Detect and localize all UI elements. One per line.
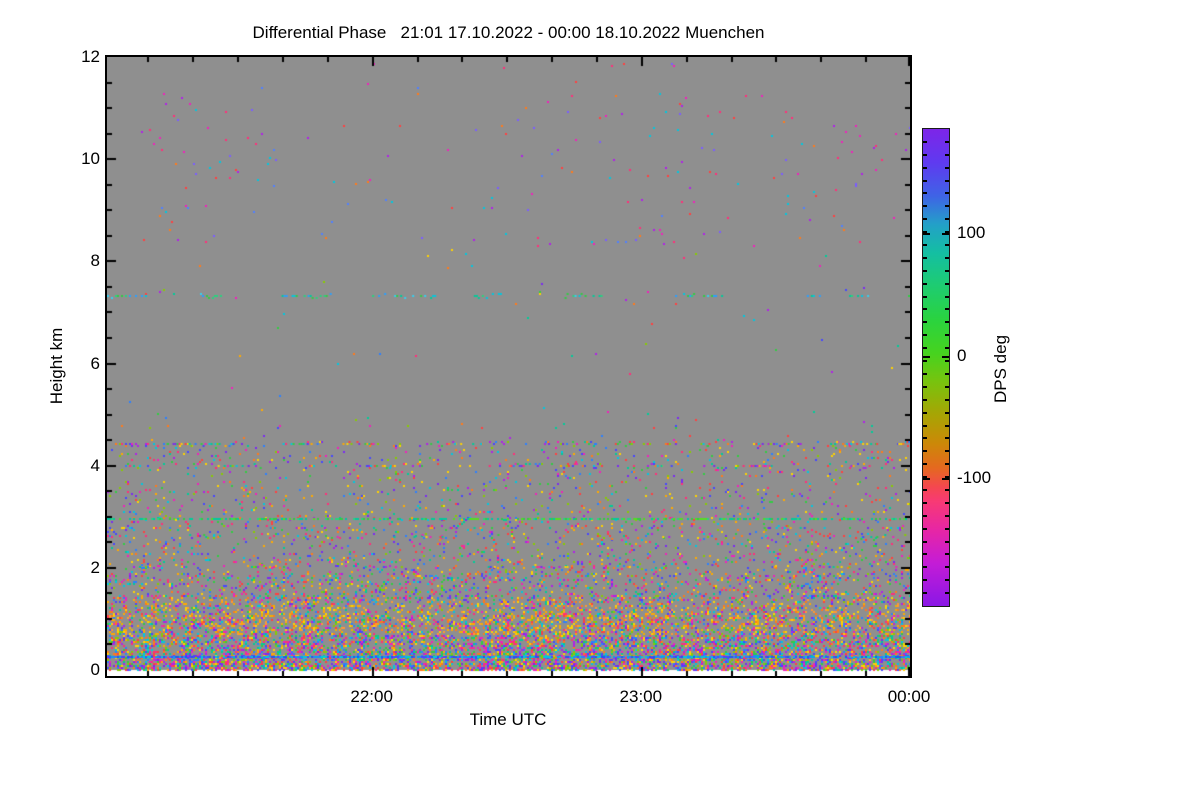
colorbar-minor-tick [923, 283, 927, 285]
colorbar-minor-tick [923, 231, 927, 233]
colorbar-minor-tick [945, 579, 949, 581]
colorbar-major-tick [942, 233, 949, 235]
colorbar-title: DPS deg [991, 334, 1010, 404]
colorbar-minor-tick [923, 399, 927, 401]
colorbar-minor-tick [945, 167, 949, 169]
colorbar-minor-tick [945, 308, 949, 310]
colorbar-minor-tick [945, 192, 949, 194]
colorbar-minor-tick [923, 192, 927, 194]
colorbar [922, 128, 950, 607]
colorbar-minor-tick [945, 296, 949, 298]
y-tick-label: 12 [81, 47, 100, 66]
colorbar-minor-tick [923, 450, 927, 452]
colorbar-minor-tick [923, 167, 927, 169]
colorbar-minor-tick [945, 360, 949, 362]
colorbar-minor-tick [945, 218, 949, 220]
colorbar-minor-tick [923, 321, 927, 323]
colorbar-minor-tick [923, 218, 927, 220]
colorbar-minor-tick [945, 386, 949, 388]
colorbar-major-tick [942, 478, 949, 480]
colorbar-minor-tick [945, 321, 949, 323]
colorbar-tick-label: 0 [957, 345, 967, 365]
colorbar-minor-tick [945, 412, 949, 414]
colorbar-minor-tick [945, 450, 949, 452]
colorbar-minor-tick [945, 373, 949, 375]
x-tick-label: 23:00 [619, 687, 663, 706]
colorbar-minor-tick [945, 283, 949, 285]
colorbar-minor-tick [923, 244, 927, 246]
plot-area [105, 55, 912, 678]
colorbar-minor-tick [945, 180, 949, 182]
colorbar-minor-tick [923, 515, 927, 517]
x-axis-title: Time UTC [469, 710, 547, 729]
x-tick-label: 22:00 [350, 687, 393, 706]
colorbar-minor-tick [923, 296, 927, 298]
colorbar-minor-tick [923, 592, 927, 594]
colorbar-minor-tick [923, 476, 927, 478]
chart-title: Differential Phase 21:01 17.10.2022 - 00… [252, 23, 765, 42]
colorbar-minor-tick [945, 476, 949, 478]
colorbar-minor-tick [923, 566, 927, 568]
colorbar-minor-tick [945, 566, 949, 568]
colorbar-minor-tick [923, 334, 927, 336]
colorbar-minor-tick [945, 205, 949, 207]
colorbar-tick-label: 100 [957, 222, 986, 242]
colorbar-minor-tick [923, 141, 927, 143]
colorbar-minor-tick [923, 528, 927, 530]
colorbar-major-tick [923, 356, 930, 358]
y-tick-label: 2 [90, 557, 100, 577]
colorbar-minor-tick [945, 502, 949, 504]
colorbar-major-tick [942, 356, 949, 358]
colorbar-minor-tick [923, 180, 927, 182]
y-tick-label: 0 [90, 660, 100, 679]
colorbar-minor-tick [945, 425, 949, 427]
colorbar-minor-tick [923, 308, 927, 310]
colorbar-minor-tick [923, 579, 927, 581]
colorbar-minor-tick [945, 347, 949, 349]
colorbar-minor-tick [923, 425, 927, 427]
colorbar-minor-tick [923, 347, 927, 349]
colorbar-major-tick [923, 233, 930, 235]
colorbar-minor-tick [923, 437, 927, 439]
colorbar-minor-tick [923, 541, 927, 543]
y-tick-label: 10 [81, 149, 100, 169]
colorbar-minor-tick [923, 386, 927, 388]
colorbar-minor-tick [945, 553, 949, 555]
colorbar-minor-tick [923, 257, 927, 259]
colorbar-major-tick [923, 478, 930, 480]
x-tick-label: 00:00 [887, 687, 931, 706]
colorbar-minor-tick [945, 463, 949, 465]
colorbar-minor-tick [945, 399, 949, 401]
heatmap-canvas [107, 57, 910, 676]
colorbar-minor-tick [945, 334, 949, 336]
colorbar-minor-tick [923, 373, 927, 375]
colorbar-minor-tick [945, 141, 949, 143]
y-tick-label: 4 [90, 455, 100, 475]
colorbar-minor-tick [945, 592, 949, 594]
y-tick-label: 6 [90, 353, 100, 373]
colorbar-tick-label: -100 [957, 468, 992, 488]
colorbar-minor-tick [923, 205, 927, 207]
colorbar-minor-tick [923, 489, 927, 491]
colorbar-minor-tick [945, 528, 949, 530]
colorbar-minor-tick [945, 154, 949, 156]
colorbar-minor-tick [923, 270, 927, 272]
colorbar-minor-tick [923, 360, 927, 362]
colorbar-minor-tick [945, 257, 949, 259]
colorbar-minor-tick [923, 412, 927, 414]
colorbar-minor-tick [945, 244, 949, 246]
y-tick-label: 8 [90, 251, 100, 271]
colorbar-minor-tick [945, 515, 949, 517]
colorbar-minor-tick [945, 231, 949, 233]
colorbar-minor-tick [945, 489, 949, 491]
colorbar-minor-tick [923, 502, 927, 504]
colorbar-minor-tick [923, 463, 927, 465]
colorbar-minor-tick [945, 270, 949, 272]
colorbar-minor-tick [945, 541, 949, 543]
colorbar-minor-tick [945, 437, 949, 439]
colorbar-minor-tick [923, 154, 927, 156]
colorbar-minor-tick [923, 553, 927, 555]
